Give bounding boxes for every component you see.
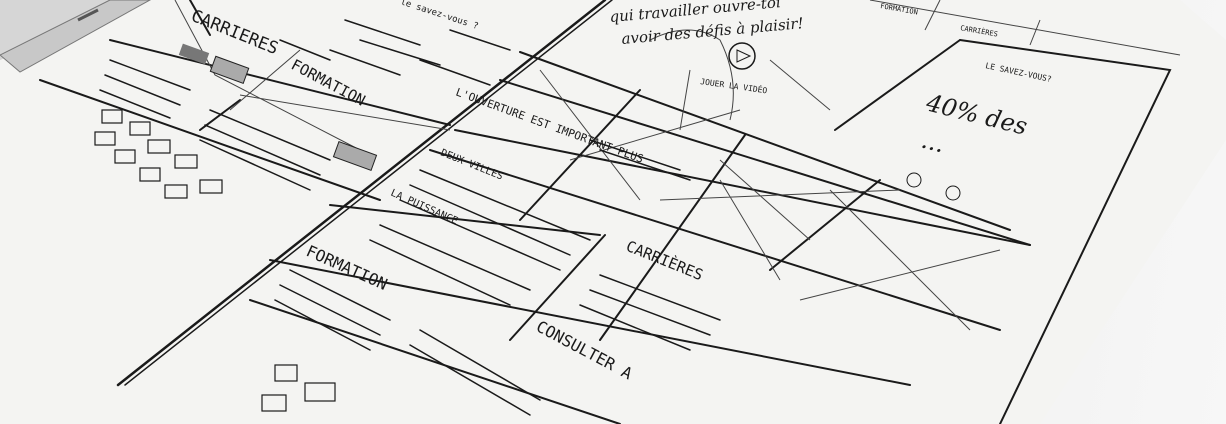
hero-area bbox=[329, 29, 1031, 246]
fact-box-right bbox=[959, 39, 1172, 424]
column-divider-left-2 bbox=[124, 0, 613, 386]
next-arrow-icon[interactable] bbox=[945, 185, 961, 201]
tile-grid bbox=[249, 69, 1031, 424]
pen bbox=[0, 0, 152, 73]
play-video-icon bbox=[728, 42, 756, 70]
prev-arrow-icon[interactable] bbox=[906, 172, 922, 188]
fact-box-border bbox=[834, 39, 961, 131]
left-panel bbox=[39, 0, 511, 201]
